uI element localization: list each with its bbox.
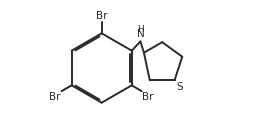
Text: N: N [136,29,144,39]
Text: Br: Br [142,92,153,102]
Text: H: H [136,25,143,34]
Text: S: S [175,82,182,92]
Text: Br: Br [96,11,107,21]
Text: Br: Br [49,92,61,102]
